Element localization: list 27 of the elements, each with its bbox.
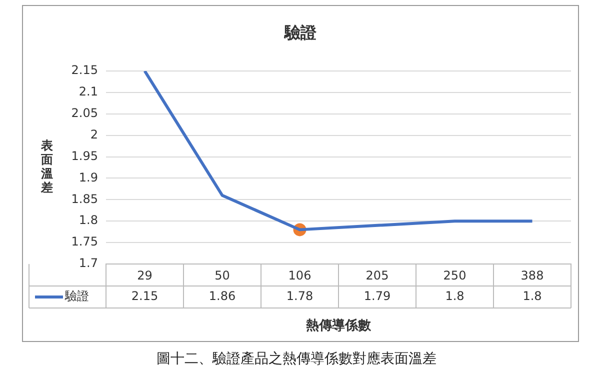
data-label: 2.15 (131, 289, 158, 304)
y-tick-label: 1.9 (78, 170, 98, 184)
x-tick-label: 29 (137, 268, 152, 282)
y-axis-title: 表面溫差 (40, 138, 54, 195)
x-tick-label: 106 (288, 268, 312, 282)
data-label: 1.86 (208, 289, 236, 304)
text: 圖十二、驗證產品之熱傳導係數對應表面溫差 (156, 350, 438, 368)
y-tick-label: 1.8 (78, 213, 98, 228)
y-tick-label: 1.85 (71, 192, 98, 206)
y-tick-label: 2 (90, 127, 98, 142)
data-label: 1.8 (445, 289, 464, 304)
y-tick-label: 1.7 (78, 256, 98, 270)
x-tick-label: 50 (214, 268, 230, 282)
y-tick-label: 1.75 (71, 234, 98, 249)
y-tick-label: 2.1 (78, 84, 98, 99)
y-tick-label: 1.95 (71, 148, 98, 163)
x-tick-label: 205 (366, 268, 389, 282)
y-tick-label: 2.15 (71, 63, 98, 78)
data-label: 1.8 (522, 289, 542, 304)
legend-label: 驗證 (64, 289, 89, 304)
x-tick-label: 250 (443, 268, 466, 282)
chart-title: 驗證 (284, 23, 318, 42)
data-label: 1.78 (286, 289, 314, 304)
data-label: 1.79 (364, 289, 391, 304)
x-axis-title: 熱傳導係數 (305, 317, 372, 334)
x-tick-label: 388 (520, 268, 544, 282)
y-tick-label: 2.05 (71, 106, 98, 120)
